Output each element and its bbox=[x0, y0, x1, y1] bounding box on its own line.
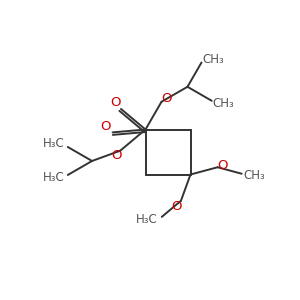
Text: O: O bbox=[172, 200, 182, 213]
Text: O: O bbox=[111, 96, 121, 110]
Text: H₃C: H₃C bbox=[43, 172, 65, 184]
Text: O: O bbox=[100, 120, 111, 133]
Text: H₃C: H₃C bbox=[136, 213, 158, 226]
Text: CH₃: CH₃ bbox=[213, 97, 235, 110]
Text: O: O bbox=[217, 159, 228, 172]
Text: CH₃: CH₃ bbox=[202, 53, 224, 66]
Text: O: O bbox=[111, 149, 122, 162]
Text: O: O bbox=[161, 92, 172, 105]
Text: H₃C: H₃C bbox=[43, 137, 65, 151]
Text: CH₃: CH₃ bbox=[244, 169, 266, 182]
